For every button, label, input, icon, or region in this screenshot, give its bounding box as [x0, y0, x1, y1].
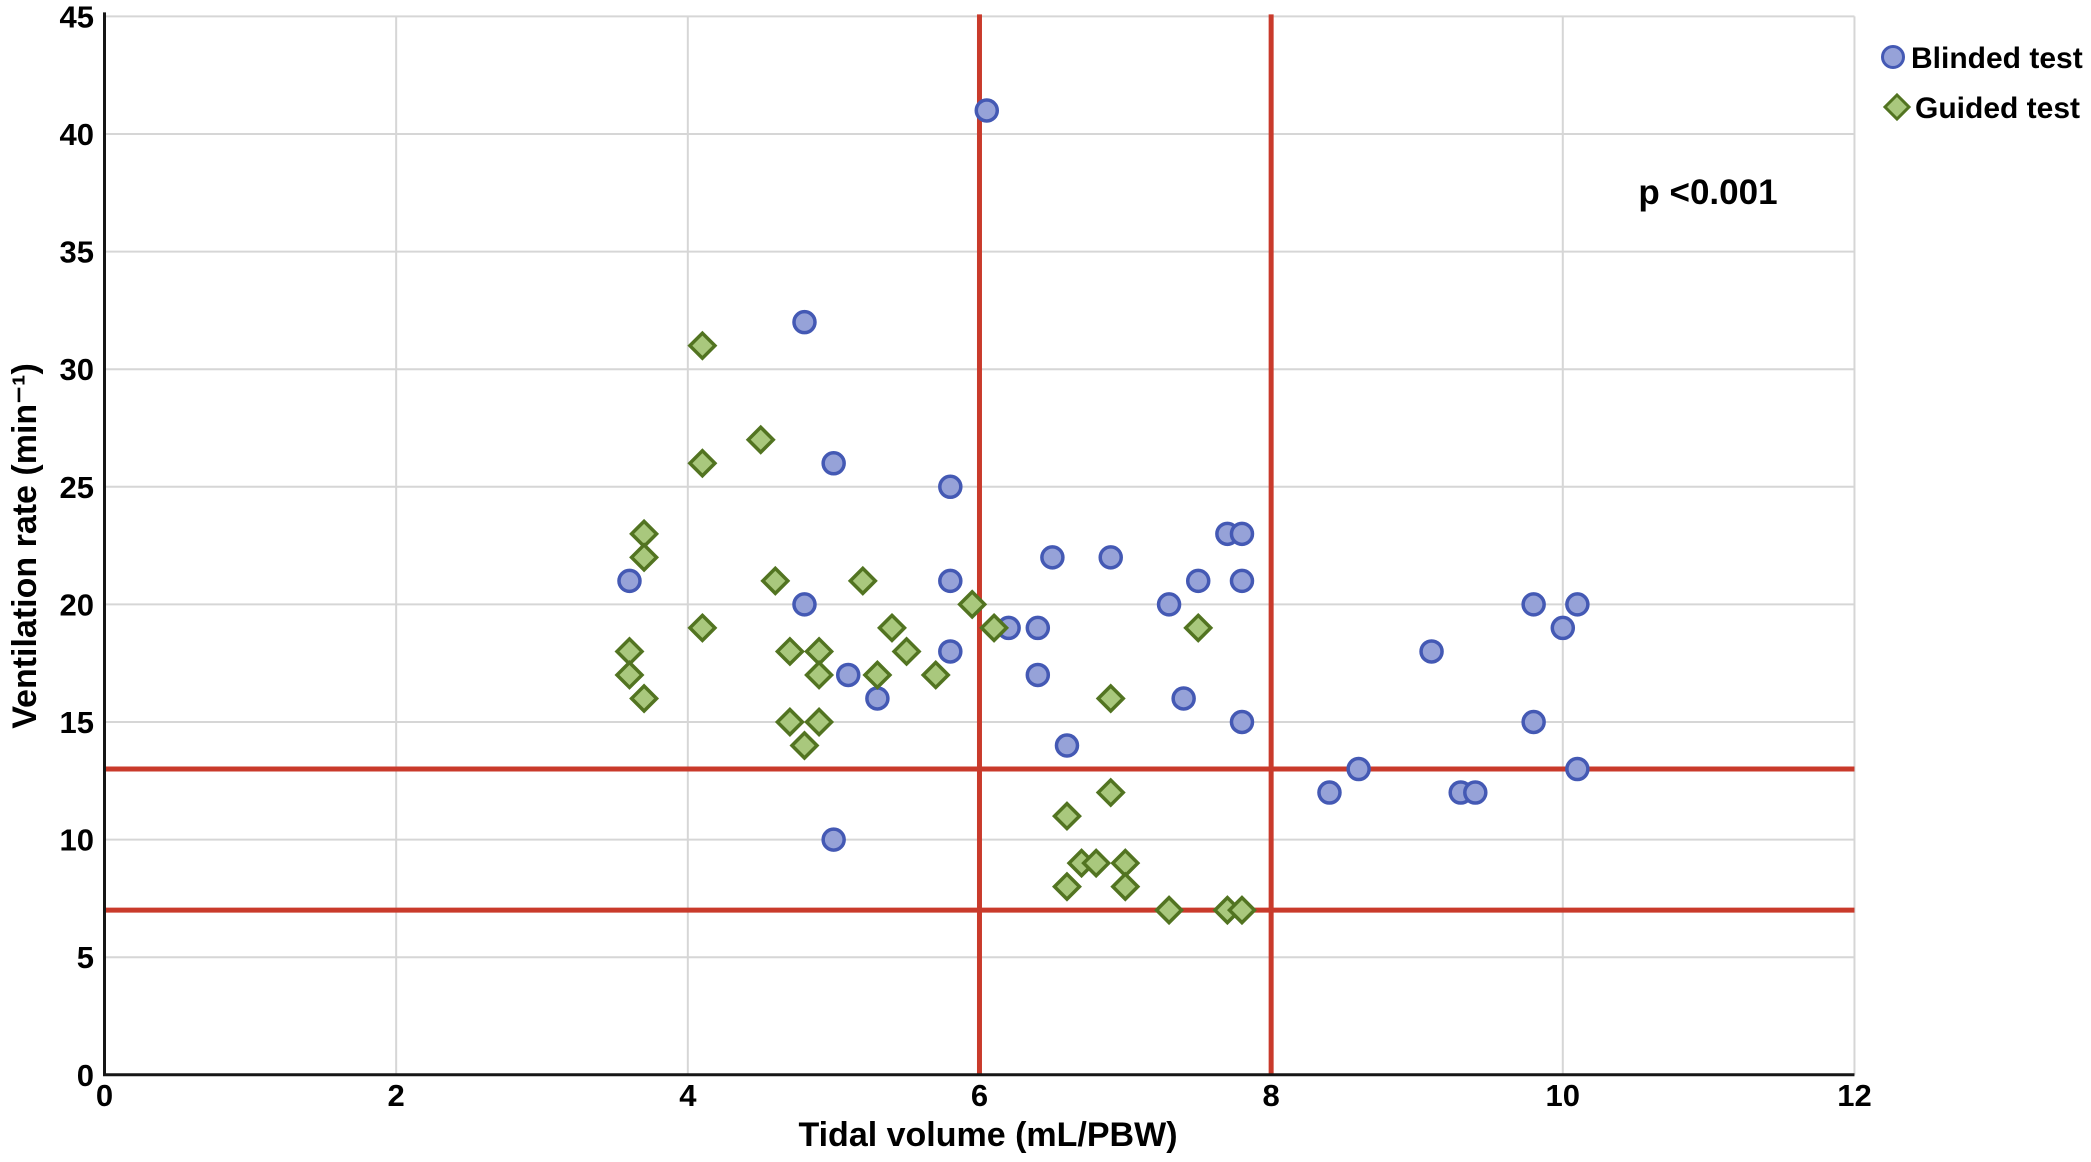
- data-point-guided: [789, 730, 820, 761]
- tick-labels: 0 2 4 6 8 10 12 0 5 10 15 20 25 30 35 40 45: [60, 0, 1872, 1113]
- data-point-guided: [891, 636, 922, 667]
- legend-marker-blinded-icon: [1881, 45, 1905, 69]
- data-point-blinded: [1317, 780, 1342, 805]
- data-point-guided: [1052, 871, 1082, 902]
- data-point-guided: [774, 636, 805, 667]
- data-point-blinded: [1025, 662, 1051, 688]
- data-point-guided: [920, 659, 951, 690]
- data-point-blinded: [1419, 639, 1444, 664]
- data-point-blinded: [1229, 709, 1255, 735]
- data-point-guided: [629, 542, 660, 573]
- axes: [103, 12, 1855, 1077]
- data-point-guided: [1095, 777, 1126, 808]
- legend-label-guided: Guided test: [1915, 92, 2080, 125]
- legend: Blinded test Guided test: [1881, 42, 2083, 125]
- data-point-guided: [687, 612, 718, 643]
- data-point-blinded: [1185, 568, 1211, 594]
- data-point-blinded: [938, 568, 963, 594]
- data-point-blinded: [1229, 568, 1255, 594]
- data-point-blinded: [938, 639, 963, 664]
- data-point-blinded: [865, 686, 890, 711]
- y-tick-label: 10: [60, 823, 94, 858]
- y-tick-label: 20: [60, 587, 94, 622]
- reference-lines: [104, 14, 1855, 1075]
- data-point-blinded: [1346, 756, 1371, 782]
- y-tick-label: 30: [60, 352, 94, 387]
- data-point-guided: [1095, 683, 1126, 714]
- data-point-guided: [862, 659, 893, 690]
- data-point-blinded: [974, 98, 1000, 123]
- data-point-guided: [629, 683, 660, 714]
- data-point-guided: [687, 330, 718, 361]
- y-tick-label: 15: [60, 705, 94, 740]
- data-point-guided: [877, 612, 907, 643]
- data-point-guided: [1226, 895, 1257, 926]
- y-tick-label: 0: [77, 1058, 94, 1093]
- data-point-guided: [614, 659, 645, 690]
- y-tick-label: 45: [60, 0, 94, 34]
- data-point-guided: [774, 707, 805, 737]
- y-tick-label: 40: [60, 117, 94, 152]
- data-point-blinded: [1229, 521, 1255, 547]
- y-axis-title: Ventilation rate (min⁻¹): [6, 363, 44, 729]
- data-point-blinded: [821, 451, 846, 476]
- legend-marker-guided-icon: [1882, 92, 1912, 122]
- data-point-blinded: [1054, 733, 1080, 758]
- data-point-guided: [847, 565, 878, 596]
- x-tick-label: 0: [96, 1078, 113, 1113]
- p-value-annotation: p <0.001: [1638, 173, 1777, 212]
- data-point-guided: [979, 612, 1010, 643]
- data-point-blinded: [938, 474, 963, 500]
- x-axis-title: Tidal volume (mL/PBW): [798, 1116, 1177, 1154]
- data-point-guided: [804, 659, 835, 690]
- x-tick-label: 4: [679, 1078, 697, 1113]
- data-point-guided: [1081, 848, 1112, 879]
- x-tick-label: 6: [971, 1078, 988, 1113]
- data-point-blinded: [1521, 709, 1546, 735]
- data-point-blinded: [821, 827, 846, 852]
- data-point-blinded: [617, 568, 642, 594]
- data-point-blinded: [1040, 545, 1065, 570]
- data-point-guided: [687, 448, 718, 479]
- y-tick-label: 35: [60, 235, 94, 270]
- data-point-blinded: [1521, 592, 1546, 617]
- data-point-blinded: [792, 592, 817, 617]
- y-tick-label: 25: [60, 470, 94, 505]
- data-point-blinded: [1565, 592, 1590, 617]
- legend-label-blinded: Blinded test: [1911, 42, 2083, 75]
- x-tick-label: 10: [1546, 1078, 1580, 1113]
- data-point-guided: [1154, 895, 1185, 926]
- data-point-blinded: [1171, 686, 1196, 711]
- data-point-guided: [760, 565, 791, 596]
- data-point-guided: [1052, 801, 1082, 832]
- data-point-guided: [1110, 871, 1141, 902]
- x-tick-label: 2: [388, 1078, 405, 1113]
- data-point-guided: [804, 707, 835, 737]
- data-points: [614, 98, 1590, 926]
- data-point-blinded: [835, 662, 861, 688]
- data-point-blinded: [1098, 545, 1123, 570]
- data-point-blinded: [1565, 756, 1590, 782]
- data-point-guided: [1183, 612, 1214, 643]
- data-point-blinded: [1025, 615, 1051, 641]
- data-point-blinded: [792, 309, 817, 335]
- x-tick-label: 8: [1263, 1078, 1280, 1113]
- data-point-guided: [957, 589, 988, 620]
- y-tick-label: 5: [77, 940, 94, 975]
- data-point-blinded: [1550, 615, 1576, 641]
- x-tick-label: 12: [1837, 1078, 1871, 1113]
- data-point-blinded: [1156, 592, 1182, 617]
- data-point-guided: [745, 424, 776, 455]
- data-point-blinded: [1463, 780, 1488, 805]
